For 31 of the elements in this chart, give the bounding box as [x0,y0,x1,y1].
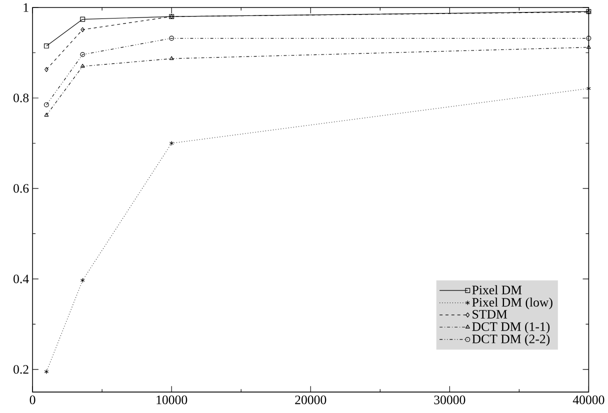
x-tick-label: 20000 [295,396,326,404]
point [169,56,174,60]
legend-label: Pixel DM (low) [472,298,552,310]
legend-label: DCT DM (1-1) [472,322,550,334]
x-tick-label: 10000 [156,396,188,404]
point [586,86,591,92]
y-tick-label: 1 [24,3,28,12]
point [44,369,49,374]
point [586,44,591,49]
y-tick-label: 0.8 [14,94,29,102]
point [169,36,174,41]
point [80,52,86,58]
y-tick-label: 0.2 [14,365,28,374]
point [44,102,49,108]
point [80,64,85,68]
point [80,16,86,22]
point [80,27,85,32]
y-tick-label: 0.4 [14,274,29,284]
y-tick-label: 0.6 [14,184,29,193]
x-tick-label: 30000 [434,396,466,404]
legend-label: STDM [472,310,508,319]
point [169,140,174,146]
point [586,36,592,41]
x-tick-label: 0 [30,396,36,404]
legend-label: DCT DM (2-2) [472,334,550,346]
point [80,278,85,283]
point [44,44,49,49]
legend-label: Pixel DM [472,285,522,294]
point [44,67,48,72]
point [44,112,49,117]
x-tick-label: 40000 [572,396,604,404]
